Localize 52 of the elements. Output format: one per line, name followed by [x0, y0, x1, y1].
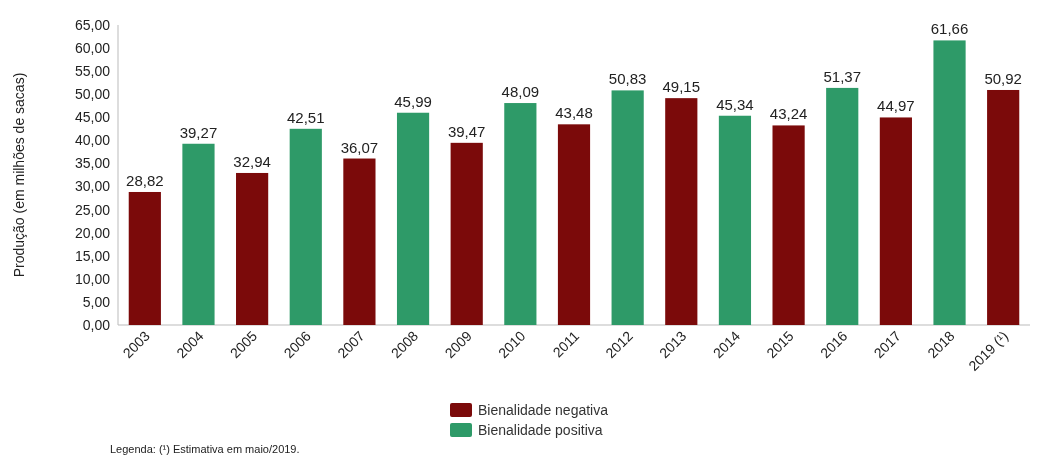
data-label: 50,92: [984, 69, 1022, 87]
legend-label: Bienalidade positiva: [478, 421, 603, 438]
bar: [718, 115, 752, 325]
bar: [933, 40, 966, 325]
data-label: 45,99: [394, 92, 432, 110]
y-tick-label: 35,00: [74, 155, 111, 172]
bar: [289, 128, 322, 325]
y-tick-label: 30,00: [74, 178, 111, 195]
bar: [182, 143, 215, 325]
bar: [236, 172, 269, 325]
bar: [826, 87, 859, 325]
data-label: 44,97: [877, 97, 915, 115]
data-label: 61,66: [930, 20, 969, 38]
bar: [450, 142, 483, 325]
bar: [396, 112, 430, 325]
y-tick-label: 15,00: [74, 247, 111, 264]
bar: [665, 98, 698, 325]
data-label: 28,82: [126, 171, 164, 189]
data-label: 42,51: [286, 108, 325, 126]
y-tick-label: 65,00: [74, 16, 111, 33]
data-label: 39,27: [179, 123, 218, 141]
data-label: 36,07: [340, 138, 379, 156]
text: Legenda: (¹) Estimativa em maio/2019.: [110, 443, 300, 455]
legend-label: Bienalidade negativa: [478, 401, 609, 418]
data-label: 50,83: [608, 70, 647, 88]
y-tick-label: 40,00: [74, 132, 111, 149]
bar: [611, 90, 644, 325]
y-tick-label: 45,00: [74, 109, 111, 126]
data-label: 48,09: [501, 83, 540, 101]
bar: [987, 89, 1020, 325]
data-label: 45,34: [716, 95, 754, 113]
y-tick-label: 5,00: [82, 293, 111, 310]
data-label: 51,37: [823, 67, 862, 85]
y-tick-label: 50,00: [74, 86, 111, 103]
bar: [128, 191, 161, 325]
y-axis-title: Produção (em milhões de sacas): [11, 72, 27, 278]
y-tick-label: 20,00: [74, 224, 111, 241]
data-label: 49,15: [662, 78, 701, 96]
bar: [557, 124, 591, 325]
data-label: 39,47: [447, 122, 486, 140]
y-tick-label: 0,00: [82, 316, 111, 333]
data-label: 43,24: [769, 105, 808, 123]
data-label: 32,94: [233, 152, 271, 170]
bar: [772, 125, 805, 325]
bar: [879, 117, 912, 325]
bar: [343, 158, 376, 325]
y-tick-label: 25,00: [74, 201, 111, 218]
bar: [504, 103, 537, 325]
y-tick-label: 55,00: [74, 63, 111, 80]
data-label: 43,48: [555, 104, 593, 122]
y-tick-label: 60,00: [74, 39, 111, 56]
y-tick-label: 10,00: [74, 270, 111, 287]
